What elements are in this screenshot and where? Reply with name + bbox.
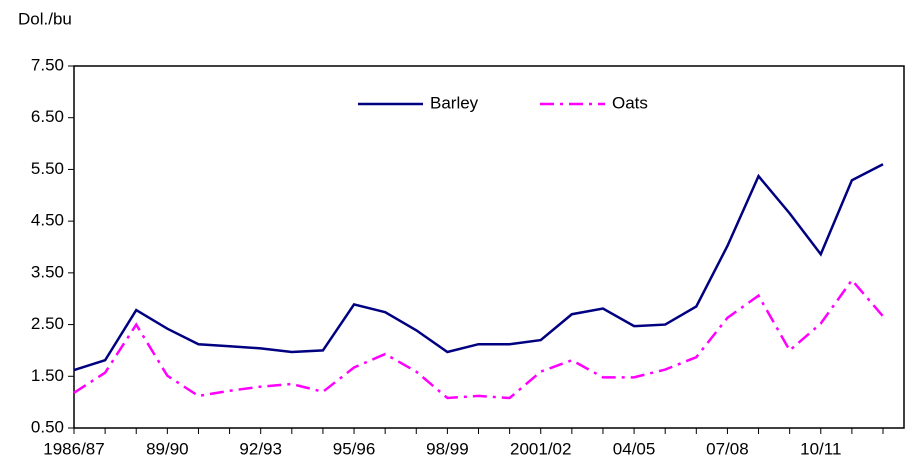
series-line: [73, 278, 884, 400]
x-tick-label: 2001/02: [510, 439, 571, 458]
x-tick-label: 04/05: [613, 439, 656, 458]
y-tick-label: 0.50: [31, 417, 64, 436]
y-tick-label: 6.50: [31, 107, 64, 126]
plot-frame: [73, 65, 905, 429]
y-tick-label: 2.50: [31, 314, 64, 333]
x-tick-label: 10/11: [800, 439, 841, 458]
legend-label: Barley: [430, 93, 479, 112]
legend-label: Oats: [612, 93, 648, 112]
x-tick-label: 95/96: [333, 439, 376, 458]
x-tick-label: 89/90: [146, 439, 189, 458]
y-tick-label: 5.50: [31, 159, 64, 178]
y-tick-label: 7.50: [31, 55, 64, 74]
x-tick-label: 07/08: [706, 439, 749, 458]
y-tick-label: 4.50: [31, 211, 64, 230]
x-tick-label: 98/99: [426, 439, 469, 458]
y-axis-label: Dol./bu: [18, 9, 72, 28]
y-tick-label: 3.50: [31, 262, 64, 281]
y-tick-label: 1.50: [31, 366, 64, 385]
x-tick-label: 92/93: [239, 439, 282, 458]
series-line: [73, 163, 884, 372]
x-tick-label: 1986/87: [43, 439, 104, 458]
